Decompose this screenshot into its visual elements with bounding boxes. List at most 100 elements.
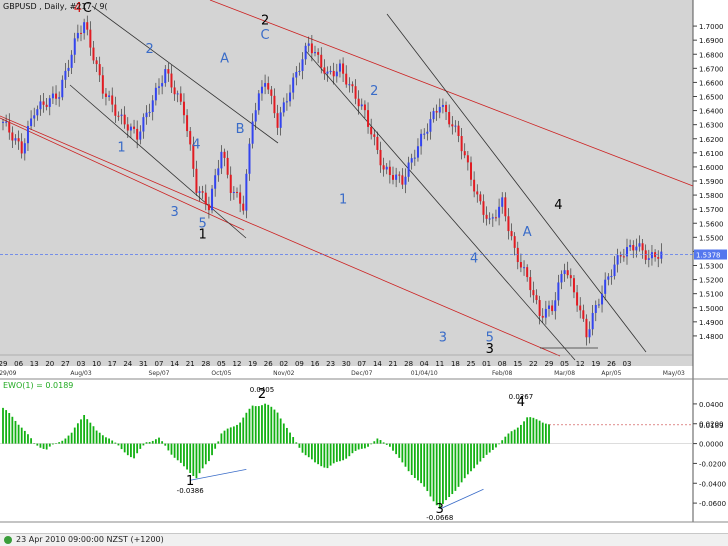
candle-body xyxy=(576,292,579,306)
candle-body xyxy=(423,133,426,135)
candle-body xyxy=(117,115,120,117)
time-axis-label: 10 xyxy=(92,360,101,368)
candle-body xyxy=(158,86,160,88)
wave-label: 4 xyxy=(554,198,562,213)
candle-body xyxy=(108,95,111,97)
osc-axis-label: -0.0200 xyxy=(699,460,726,468)
candle-body xyxy=(498,206,501,218)
wave-label: A xyxy=(523,225,532,240)
time-axis-label: 12 xyxy=(576,360,585,368)
candle-body xyxy=(588,329,591,338)
candle-body xyxy=(279,112,282,128)
price-axis-label: 1.6800 xyxy=(699,51,724,59)
month-label: 06/29/09 xyxy=(0,370,17,377)
candle-body xyxy=(145,112,148,118)
candle-body xyxy=(448,111,451,125)
candle-body xyxy=(123,114,126,125)
candle-body xyxy=(61,79,64,98)
price-chart[interactable]: 1.7000 1.6900 1.6800 1.6700 1.6600 1.6500 1.64… xyxy=(0,0,728,533)
channel-line-mid xyxy=(0,117,245,231)
candle-body xyxy=(482,201,485,215)
candle-body xyxy=(329,70,332,72)
candle-body xyxy=(148,111,151,113)
candle-body xyxy=(657,257,660,259)
time-axis-label: 11 xyxy=(435,360,444,368)
candle-body xyxy=(544,308,547,318)
price-axis-label: 1.5500 xyxy=(699,234,724,242)
candle-body xyxy=(650,252,653,259)
candle-body xyxy=(585,318,588,338)
candle-body xyxy=(382,165,385,170)
time-axis-label: 02 xyxy=(279,360,288,368)
candle-body xyxy=(242,203,245,211)
candle-body xyxy=(239,192,242,204)
candle-body xyxy=(186,115,189,132)
wave-label: 3 xyxy=(439,331,447,346)
wave-label: A xyxy=(220,52,229,67)
candle-body xyxy=(173,87,176,95)
candle-body xyxy=(220,151,223,169)
candle-body xyxy=(182,101,185,116)
candle-body xyxy=(14,138,17,141)
candle-body xyxy=(647,258,650,260)
candle-body xyxy=(251,121,254,144)
candle-body xyxy=(83,22,86,34)
candle-body xyxy=(523,267,526,269)
candle-body xyxy=(373,134,376,137)
candle-body xyxy=(410,158,413,163)
candle-body xyxy=(476,191,479,195)
candle-body xyxy=(310,43,313,54)
candle-body xyxy=(338,63,341,72)
price-axis-label: 1.6100 xyxy=(699,150,724,158)
wave-label: 1 xyxy=(339,193,347,208)
candle-body xyxy=(516,247,519,263)
candle-body xyxy=(438,106,441,113)
candle-body xyxy=(17,138,20,142)
candle-body xyxy=(76,32,79,39)
osc-wave-label: 1 xyxy=(186,474,194,489)
candle-body xyxy=(363,104,366,111)
candle-body xyxy=(317,52,320,55)
wave-label: C xyxy=(261,28,270,43)
time-axis-label: 19 xyxy=(248,360,257,368)
candle-body xyxy=(607,276,610,280)
wave-label: C xyxy=(83,1,92,16)
candle-body xyxy=(622,256,625,258)
candle-body xyxy=(579,305,582,311)
candle-body xyxy=(98,64,101,76)
candle-body xyxy=(11,132,14,141)
candle-body xyxy=(176,93,179,95)
osc-current-label: 0.0189 xyxy=(699,422,724,430)
candle-body xyxy=(167,69,170,74)
candle-body xyxy=(407,162,410,177)
osc-value-label: -0.0386 xyxy=(177,487,205,495)
time-axis-label: 19 xyxy=(591,360,600,368)
candle-body xyxy=(192,144,195,169)
candle-body xyxy=(488,218,491,220)
candle-body xyxy=(335,71,338,77)
candle-body xyxy=(164,69,167,84)
time-axis-label: 31 xyxy=(139,360,148,368)
candle-body xyxy=(660,251,663,259)
osc-axis-label: 0.0200 xyxy=(699,421,724,429)
candle-body xyxy=(295,71,298,78)
candle-body xyxy=(285,101,288,103)
candle-body xyxy=(351,84,354,87)
candle-body xyxy=(114,104,117,116)
time-axis-label: 04 xyxy=(420,360,429,368)
candle-body xyxy=(332,70,335,77)
candle-body xyxy=(429,119,432,132)
candle-body xyxy=(454,125,457,127)
candle-body xyxy=(638,243,641,247)
current-price-tag xyxy=(694,249,727,260)
candle-body xyxy=(629,245,632,248)
candle-body xyxy=(101,75,104,94)
candle-body xyxy=(20,141,23,154)
price-axis-label: 1.7000 xyxy=(699,23,724,31)
time-axis-label: 07 xyxy=(155,360,164,368)
candle-body xyxy=(342,63,345,74)
candle-body xyxy=(30,118,33,127)
candle-body xyxy=(282,102,285,113)
candle-body xyxy=(304,45,307,60)
